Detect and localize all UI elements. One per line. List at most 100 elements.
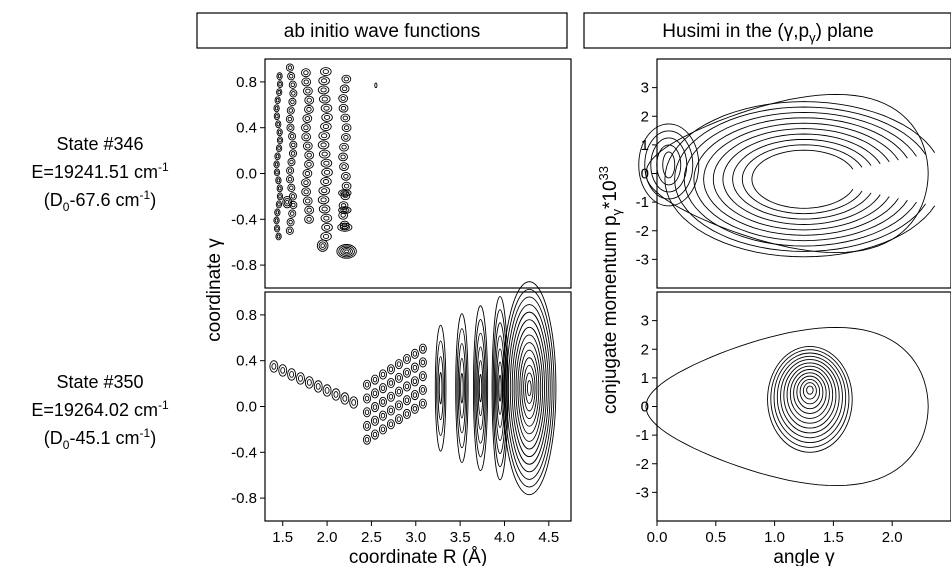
wave-contour bbox=[386, 364, 395, 375]
wave-contour bbox=[394, 359, 403, 370]
wave-contour bbox=[285, 199, 290, 205]
wave-contour bbox=[343, 135, 349, 140]
husimi-contour bbox=[802, 382, 817, 400]
wave-contour bbox=[321, 133, 328, 139]
wave-contour bbox=[342, 208, 348, 212]
husimi-contour bbox=[650, 137, 688, 193]
wave-contour bbox=[372, 431, 378, 438]
wave-contour bbox=[363, 407, 371, 418]
wave-contour bbox=[273, 224, 281, 233]
husimi-contour bbox=[793, 372, 827, 414]
wave-contour bbox=[436, 340, 446, 436]
wave-contour bbox=[336, 244, 357, 259]
wave-contour bbox=[340, 172, 351, 181]
wave-contour bbox=[320, 122, 332, 132]
wave-contour bbox=[517, 342, 542, 435]
wave-contour bbox=[388, 380, 394, 386]
wave-contour bbox=[304, 171, 311, 176]
wave-contour bbox=[340, 113, 351, 123]
wave-contour bbox=[404, 356, 410, 362]
wave-contour bbox=[434, 324, 447, 452]
wave-contour bbox=[289, 140, 298, 149]
y-tick-label: -2 bbox=[636, 223, 649, 240]
husimi-contour bbox=[644, 130, 694, 200]
wave-contour bbox=[476, 346, 485, 430]
wave-contour bbox=[302, 141, 313, 151]
wave-contour bbox=[341, 86, 348, 92]
husimi-contour bbox=[770, 349, 850, 448]
wave-contour bbox=[273, 168, 281, 177]
wave-contour bbox=[273, 112, 280, 121]
y-tick-label: 2 bbox=[641, 108, 649, 125]
x-tick-label: 1.5 bbox=[823, 529, 844, 546]
wave-contour bbox=[273, 104, 280, 113]
wave-contour bbox=[304, 150, 315, 160]
husimi-contour bbox=[786, 365, 834, 424]
wave-contour bbox=[278, 364, 288, 377]
wave-contour bbox=[274, 218, 279, 223]
wave-contour bbox=[410, 403, 419, 414]
wave-contour bbox=[286, 123, 295, 132]
wave-contour bbox=[380, 371, 386, 378]
wave-contour bbox=[525, 372, 534, 404]
wave-contour bbox=[322, 234, 330, 239]
x-tick-label: 4.5 bbox=[538, 529, 559, 546]
wave-contour bbox=[340, 207, 350, 213]
wave-contour bbox=[304, 159, 314, 169]
wave-contour bbox=[472, 305, 489, 472]
husimi-contour bbox=[693, 117, 908, 242]
wave-contour bbox=[343, 183, 350, 189]
wave-contour bbox=[396, 375, 402, 381]
wave-contour bbox=[370, 402, 379, 413]
wave-contour bbox=[513, 326, 545, 450]
wave-contour bbox=[404, 383, 410, 390]
y-tick-label: -0.4 bbox=[231, 444, 257, 461]
wave-346-contours bbox=[273, 63, 378, 259]
wave-contour bbox=[303, 70, 309, 76]
wave-contour bbox=[288, 125, 293, 130]
wave-contour bbox=[288, 108, 293, 113]
wave-contour bbox=[301, 187, 312, 197]
wave-contour bbox=[285, 226, 294, 235]
wave-contour bbox=[504, 288, 555, 488]
wave-contour bbox=[306, 216, 312, 222]
y-tick-label: 2 bbox=[641, 341, 649, 358]
wave-contour bbox=[349, 396, 359, 409]
husimi-contour bbox=[767, 345, 853, 453]
y-tick-label: 3 bbox=[641, 80, 649, 97]
wave-contour bbox=[276, 80, 284, 89]
right-y-axis-title: conjugate momentum pγ*1033 bbox=[596, 166, 624, 414]
y-tick-label: 0.8 bbox=[236, 74, 257, 91]
wave-contour bbox=[394, 414, 403, 425]
wave-contour bbox=[290, 151, 296, 156]
wave-contour bbox=[278, 194, 282, 199]
wave-contour bbox=[287, 116, 293, 122]
wave-contour bbox=[287, 72, 296, 81]
y-tick-label: 0.4 bbox=[236, 120, 257, 137]
wave-contour bbox=[402, 367, 411, 378]
wave-contour bbox=[318, 149, 331, 159]
wave-contour bbox=[386, 391, 395, 402]
wave-contour bbox=[302, 86, 313, 96]
wave-contour bbox=[322, 179, 330, 184]
wave-contour bbox=[497, 361, 503, 415]
wave-contour bbox=[291, 91, 296, 96]
wave-contour bbox=[276, 72, 283, 81]
wave-contour bbox=[456, 328, 468, 449]
wave-contour bbox=[277, 146, 281, 151]
wave-contour bbox=[420, 387, 426, 393]
y-tick-label: -1 bbox=[636, 194, 649, 211]
wave-contour bbox=[298, 375, 303, 382]
wave-contour bbox=[342, 115, 348, 121]
y-tick-label: -3 bbox=[636, 484, 649, 501]
wave-contour bbox=[396, 402, 402, 409]
wave-contour bbox=[364, 409, 370, 415]
wave-contour bbox=[275, 210, 280, 215]
wave-contour bbox=[320, 197, 327, 203]
wave-contour bbox=[275, 98, 280, 103]
y-tick-label: -0.8 bbox=[231, 490, 257, 507]
wave-contour bbox=[321, 167, 333, 177]
wave-contour bbox=[380, 412, 386, 419]
wave-contour bbox=[475, 332, 486, 444]
